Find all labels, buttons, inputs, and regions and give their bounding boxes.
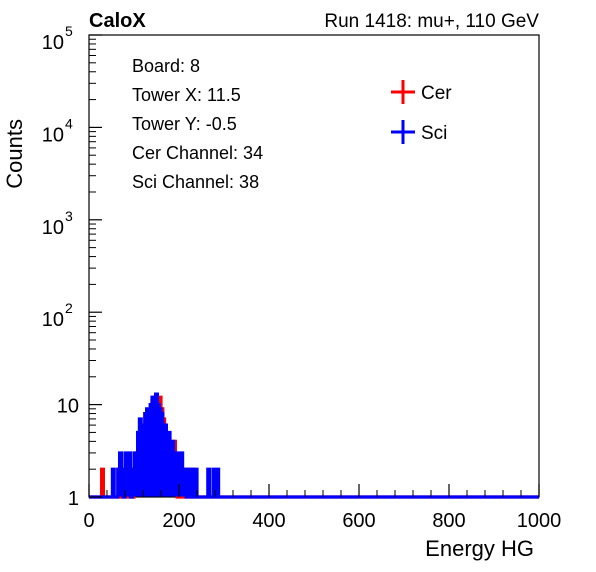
legend-label: Cer [421,83,452,104]
y-tick-label: 10 [42,217,64,239]
y-tick-exponent: 3 [65,208,73,224]
y-tick-exponent: 5 [65,23,73,39]
x-tick-label: 0 [83,510,94,532]
y-tick-label: 1 [68,488,79,510]
run-info-label: Run 1418: mu+, 110 GeV [324,11,539,32]
y-tick-label: 10 [42,309,64,331]
x-tick-label: 800 [432,510,465,532]
x-tick-label: 1000 [517,510,562,532]
x-axis-label: Energy HG [425,536,534,561]
info-line: Cer Channel: 34 [132,143,263,163]
info-line: Tower X: 11.5 [132,85,241,105]
y-tick-label: 10 [42,32,64,54]
y-axis-label: Counts [2,119,27,189]
legend-label: Sci [421,123,447,144]
y-tick-exponent: 2 [65,300,73,316]
y-tick-exponent: 4 [65,115,73,131]
y-tick-label: 10 [57,396,79,418]
info-line: Board: 8 [132,56,200,76]
y-tick-label: 10 [42,124,64,146]
info-line: Tower Y: -0.5 [132,114,237,134]
info-box: Board: 8 Tower X: 11.5 Tower Y: -0.5 Cer Ch… [132,56,263,192]
info-line: Sci Channel: 38 [132,172,259,192]
legend: Cer Sci [391,80,452,144]
x-tick-label: 600 [342,510,375,532]
legend-item-sci: Sci [391,120,447,144]
legend-item-cer: Cer [391,80,452,104]
x-tick-label: 200 [162,510,195,532]
brand-label: CaloX [89,10,146,32]
series-layer [89,392,539,499]
series-sci [89,392,539,499]
x-tick-label: 400 [252,510,285,532]
